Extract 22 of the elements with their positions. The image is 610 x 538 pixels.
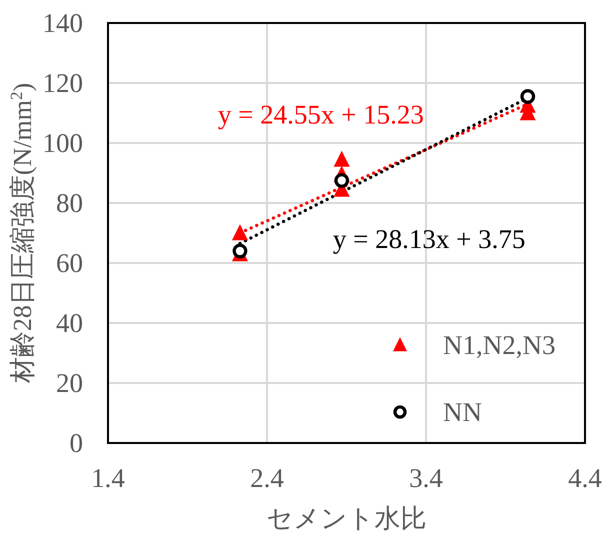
x-axis-title: セメント水比 <box>266 504 426 533</box>
y-tick-label: 140 <box>42 8 83 38</box>
x-tick-label: 4.4 <box>568 463 602 493</box>
y-tick-label: 0 <box>70 428 83 458</box>
y-tick-label: 100 <box>42 128 83 158</box>
legend-label: NN <box>443 397 482 427</box>
x-tick-label: 1.4 <box>91 463 126 493</box>
y-tick-label: 120 <box>42 68 83 98</box>
x-tick-label: 3.4 <box>409 463 444 493</box>
series-label: y = 28.13x + 3.75 <box>332 224 526 254</box>
legend-label: N1,N2,N3 <box>443 330 556 360</box>
point <box>520 89 536 104</box>
point <box>232 244 248 258</box>
series-label: y = 24.55x + 15.23 <box>218 100 424 130</box>
point <box>334 150 350 167</box>
y-tick-label: 40 <box>56 308 83 338</box>
point <box>334 173 350 188</box>
x-tick-label: 2.4 <box>250 463 284 493</box>
point <box>232 224 248 240</box>
y-tick-label: 60 <box>56 248 83 278</box>
y-tick-label: 20 <box>56 368 83 398</box>
y-tick-label: 80 <box>56 188 83 218</box>
